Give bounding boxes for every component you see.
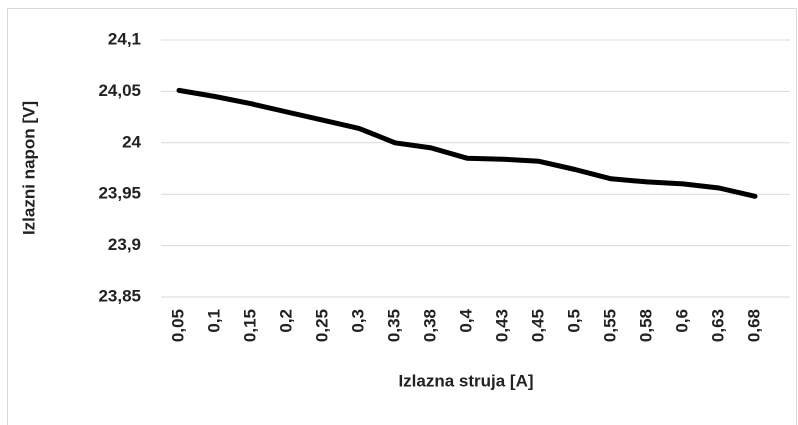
chart-frame xyxy=(7,8,797,425)
x-tick-label: 0,45 xyxy=(528,309,547,342)
x-tick-label: 0,05 xyxy=(168,309,187,342)
x-tick-label: 0,63 xyxy=(708,309,727,342)
x-tick-label: 0,5 xyxy=(564,309,583,333)
y-tick-label: 23,9 xyxy=(108,235,141,254)
line xyxy=(176,87,758,199)
x-tick-label: 0,4 xyxy=(456,308,475,332)
y-tick-label: 23,95 xyxy=(98,184,141,203)
x-tick-label: 0,2 xyxy=(276,309,295,333)
y-tick-label: 23,85 xyxy=(98,286,141,305)
x-tick-label: 0,3 xyxy=(348,309,367,333)
x-tick-label: 0,38 xyxy=(420,309,439,342)
y-axis-title: Izlazni napon [V] xyxy=(19,101,38,235)
x-tick-label: 0,25 xyxy=(312,309,331,342)
y-tick-label: 24,1 xyxy=(108,29,141,48)
x-tick-label: 0,15 xyxy=(240,309,259,342)
x-tick-label: 0,43 xyxy=(492,309,511,342)
y-tick-label: 24 xyxy=(122,132,141,151)
x-axis-title: Izlazna struja [A] xyxy=(398,371,533,390)
x-tick-label: 0,1 xyxy=(204,309,223,333)
x-tick-label: 0,35 xyxy=(384,309,403,342)
x-tick-label: 0,55 xyxy=(600,309,619,342)
y-tick-label: 24,05 xyxy=(98,81,141,100)
x-tick-label: 0,6 xyxy=(672,309,691,333)
x-tick-label: 0,68 xyxy=(744,309,763,342)
x-tick-label: 0,58 xyxy=(636,309,655,342)
